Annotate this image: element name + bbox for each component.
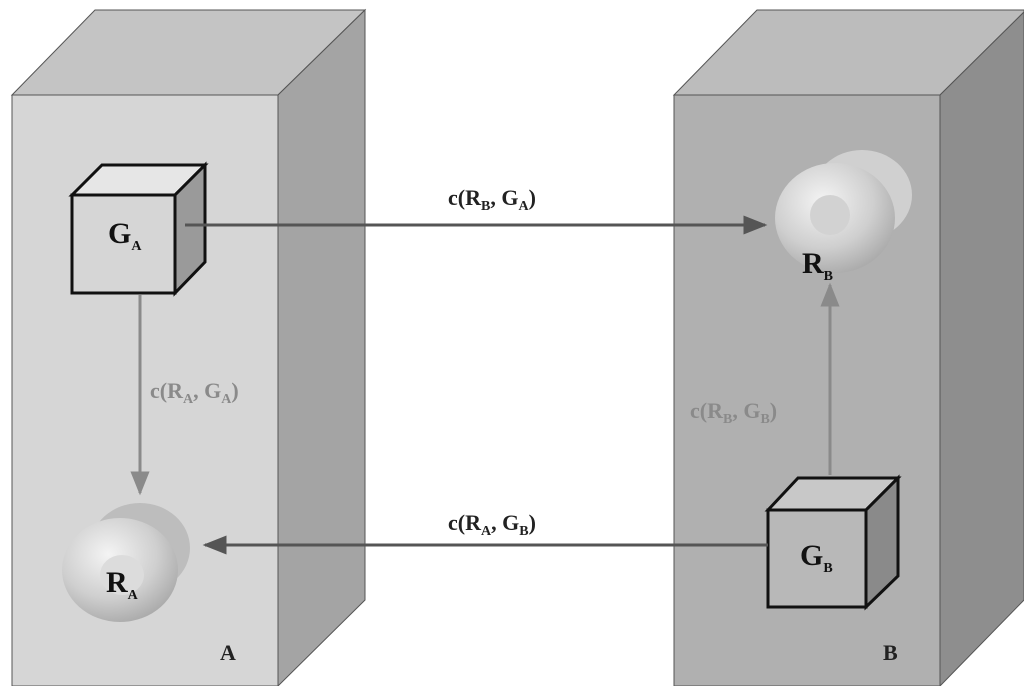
edge-text: , G <box>491 510 519 535</box>
edge-text: c(R <box>448 185 482 210</box>
edge-text: c(R <box>150 378 184 403</box>
node-sub: A <box>131 239 142 254</box>
node-name: R <box>802 247 824 280</box>
box-side <box>278 10 365 686</box>
edge-text: , G <box>490 185 518 210</box>
diagram: GA RA GB RB A B c(RB, GA)c(RA, GA)c(RB, … <box>0 0 1024 686</box>
node-name: G <box>800 539 823 572</box>
node-sub: A <box>128 588 139 603</box>
edge-label: c(RB, GA) <box>448 185 536 214</box>
edge-label: c(RA, GB) <box>448 510 536 539</box>
cube-ga <box>72 165 205 293</box>
edge-text: , G <box>193 378 221 403</box>
edge-sub: B <box>519 524 528 539</box>
edge-sub: B <box>760 412 769 427</box>
page: {"boxes":[{"label":"A"},{"label":"B"}], … <box>0 0 1024 686</box>
node-name: R <box>106 566 128 599</box>
node-sub: B <box>823 561 832 576</box>
torus-hole <box>810 195 850 235</box>
edge-text: ) <box>529 510 536 535</box>
edge-sub: B <box>723 412 732 427</box>
box-label: A <box>220 640 236 665</box>
edge-text: c(R <box>690 398 724 423</box>
node-sub: B <box>824 269 833 284</box>
edge-text: , G <box>732 398 760 423</box>
node-name: G <box>108 217 131 250</box>
edge-text: ) <box>231 378 238 403</box>
box-label: B <box>883 640 898 665</box>
cube-gb <box>768 478 898 607</box>
box-side <box>940 12 1024 686</box>
edge-text: ) <box>770 398 777 423</box>
edge-text: ) <box>529 185 536 210</box>
edge-sub: B <box>481 199 490 214</box>
edge-text: c(R <box>448 510 482 535</box>
